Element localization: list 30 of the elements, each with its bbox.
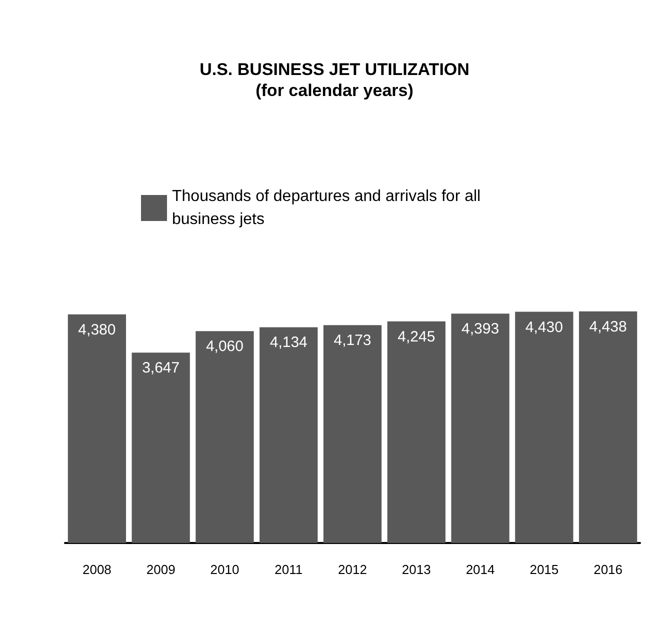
bar xyxy=(451,314,510,543)
bar xyxy=(515,312,574,543)
legend-label: Thousands of departures and arrivals for all business jets xyxy=(172,188,486,228)
bar xyxy=(196,331,254,543)
x-tick-label: 2010 xyxy=(210,562,240,577)
bar xyxy=(578,311,638,543)
x-tick-label: 2009 xyxy=(146,562,176,577)
data-label: 4,060 xyxy=(206,338,244,356)
x-tick-label: 2015 xyxy=(530,562,559,577)
data-label: 4,173 xyxy=(334,332,372,350)
x-tick-label: 2014 xyxy=(466,562,495,577)
x-tick-label: 2016 xyxy=(594,562,623,577)
data-label: 4,380 xyxy=(78,321,116,338)
data-label: 4,245 xyxy=(398,328,436,346)
bar xyxy=(68,314,126,543)
bar xyxy=(132,352,190,543)
bar xyxy=(387,321,446,543)
chart-title: U.S. BUSINESS JET UTILIZATION xyxy=(200,60,470,79)
data-label: 4,430 xyxy=(525,318,563,336)
x-tick-label: 2008 xyxy=(82,562,112,577)
x-tick-label: 2011 xyxy=(274,562,303,577)
data-label: 3,647 xyxy=(142,360,180,377)
data-label: 4,393 xyxy=(462,320,500,338)
x-tick-label: 2013 xyxy=(402,562,431,577)
data-label: 4,438 xyxy=(589,318,627,336)
bar xyxy=(323,325,382,543)
bar xyxy=(260,327,318,543)
chart-subtitle: (for calendar years) xyxy=(256,81,414,100)
x-tick-label: 2012 xyxy=(338,562,367,577)
data-label: 4,134 xyxy=(270,334,308,352)
